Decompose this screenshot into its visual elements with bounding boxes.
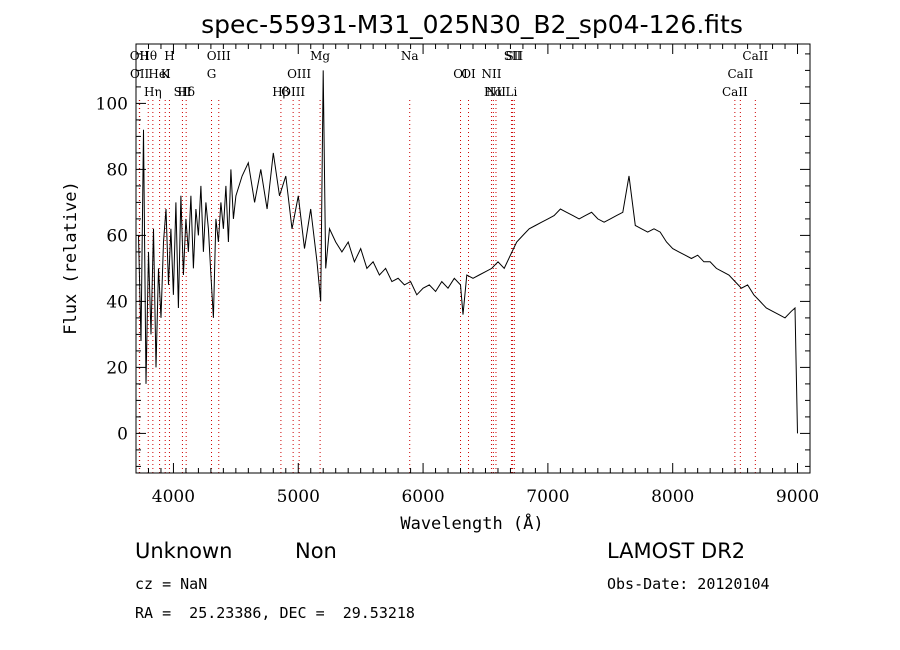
x-tick-label: 7000 bbox=[526, 487, 569, 507]
axis-ticks bbox=[136, 44, 810, 473]
y-tick-label: 20 bbox=[106, 358, 128, 378]
line-label: G bbox=[207, 67, 217, 81]
line-label: CaII bbox=[722, 85, 748, 99]
line-label: Hα bbox=[484, 85, 503, 99]
line-label: Na bbox=[401, 49, 419, 63]
survey-label: LAMOST DR2 bbox=[607, 539, 746, 563]
line-label: Hη bbox=[144, 85, 162, 99]
line-label: H bbox=[164, 49, 174, 63]
y-tick-label: 40 bbox=[106, 292, 128, 312]
obs-date-label: Obs-Date: 20120104 bbox=[607, 575, 770, 593]
line-label: OII bbox=[130, 49, 150, 63]
line-label: HeI bbox=[148, 67, 171, 81]
classification-label: Unknown bbox=[135, 539, 233, 563]
redshift-label: cz = NaN bbox=[135, 575, 208, 593]
line-label: Hβ bbox=[272, 85, 289, 99]
line-label: CaII bbox=[727, 67, 753, 81]
line-label: NII bbox=[486, 85, 506, 99]
line-label: CaII bbox=[742, 49, 768, 63]
line-label: OI bbox=[461, 67, 476, 81]
line-label: Hθ bbox=[139, 49, 157, 63]
y-tick-label: 80 bbox=[106, 160, 128, 180]
spectral-line-labels: HθKHδOIIHeISIIOIIIOIIHηHGHβMgOIIIOIIINaO… bbox=[130, 49, 769, 99]
axis-tick-labels: 4000 5000 6000 7000 8000 9000 0 20 40 60 80 100 bbox=[96, 94, 820, 507]
y-tick-label: 100 bbox=[96, 94, 128, 114]
line-label: SII bbox=[505, 49, 523, 63]
chart-title: spec-55931-M31_025N30_B2_sp04-126.fits bbox=[201, 10, 743, 39]
x-tick-label: 6000 bbox=[401, 487, 444, 507]
line-label: K bbox=[161, 67, 171, 81]
line-label: Hδ bbox=[177, 85, 195, 99]
line-label: Li bbox=[506, 85, 518, 99]
spectrum-line bbox=[138, 70, 798, 434]
plot-frame bbox=[135, 43, 811, 474]
line-label: OII bbox=[130, 67, 150, 81]
x-tick-label: 9000 bbox=[776, 487, 819, 507]
coordinates-label: RA = 25.23386, DEC = 29.53218 bbox=[135, 604, 415, 622]
x-axis-label: Wavelength (Å) bbox=[400, 512, 543, 534]
y-axis-label: Flux (relative) bbox=[61, 181, 81, 335]
line-label: OIII bbox=[287, 67, 311, 81]
line-label: Mg bbox=[310, 49, 330, 63]
x-tick-label: 5000 bbox=[277, 487, 320, 507]
spectral-line-markers bbox=[138, 100, 756, 473]
line-label: NII bbox=[481, 67, 501, 81]
line-label: OIII bbox=[281, 85, 305, 99]
line-label: SII bbox=[174, 85, 192, 99]
line-label: SII bbox=[504, 49, 522, 63]
y-tick-label: 60 bbox=[106, 226, 128, 246]
x-tick-label: 8000 bbox=[651, 487, 694, 507]
subclass-label: Non bbox=[295, 539, 337, 563]
spectrum-chart: spec-55931-M31_025N30_B2_sp04-126.fits H… bbox=[61, 10, 820, 534]
line-label: OI bbox=[453, 67, 468, 81]
line-label: OIII bbox=[207, 49, 231, 63]
y-tick-label: 0 bbox=[117, 424, 128, 444]
x-tick-label: 4000 bbox=[152, 487, 195, 507]
